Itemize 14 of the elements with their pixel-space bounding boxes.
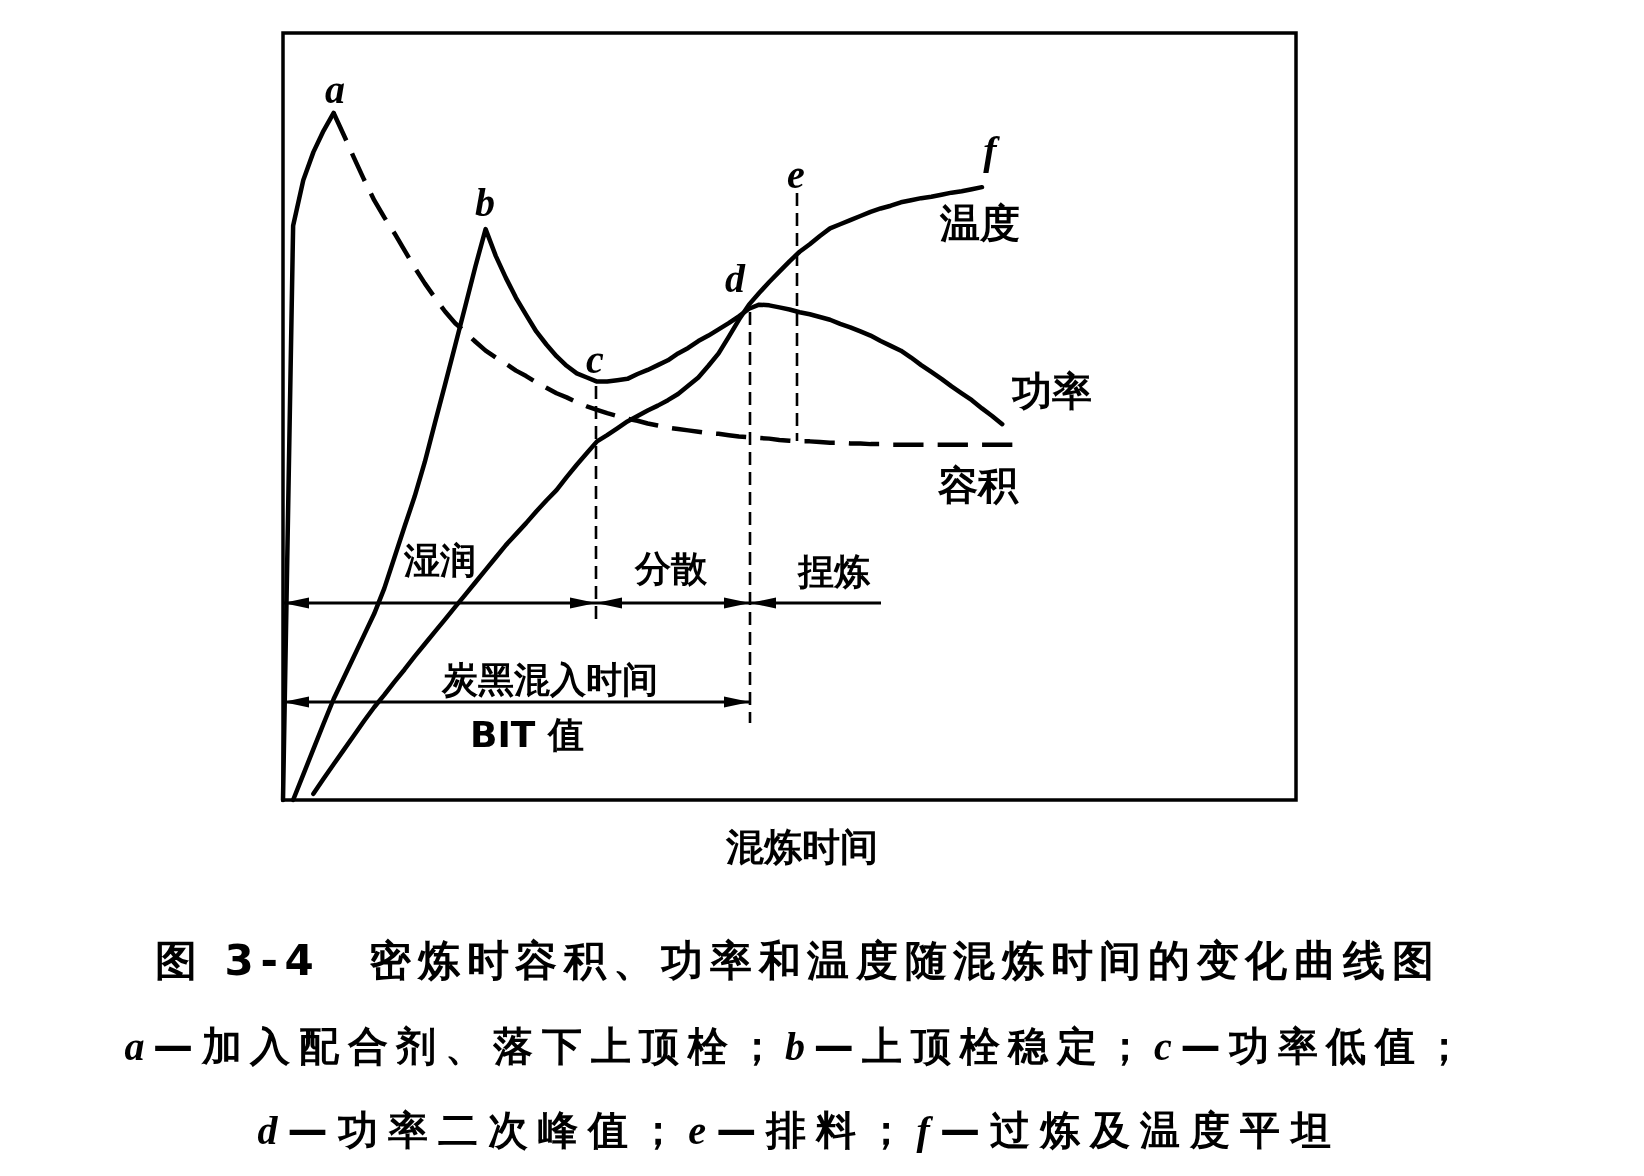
- annotation: e: [787, 151, 805, 197]
- annotation: b: [475, 179, 495, 225]
- annotation: a: [325, 66, 345, 112]
- annotation: d—功率二次峰值；e—排料；f—过炼及温度平坦: [257, 1107, 1331, 1153]
- title: 图 3-4 密炼时容积、功率和温度随混炼时间的变化曲线图: [154, 935, 1434, 985]
- annotation: 炭黑混入时间: [442, 658, 658, 700]
- annotation: 捏炼: [798, 550, 870, 592]
- annotation: BIT 值: [470, 713, 584, 755]
- annotation: 湿润: [404, 539, 476, 581]
- annotation: a—加入配合剂、落下上顶栓；b—上顶栓稳定；c—功率低值；: [124, 1023, 1464, 1069]
- annotation: d: [725, 255, 745, 301]
- annotation: c: [586, 336, 604, 382]
- x-axis-title: 混炼时间: [726, 825, 878, 869]
- annotation: 分散: [635, 547, 707, 589]
